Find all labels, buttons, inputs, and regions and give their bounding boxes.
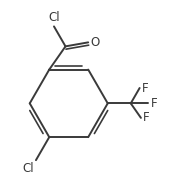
Text: F: F bbox=[143, 111, 150, 124]
Text: Cl: Cl bbox=[22, 162, 34, 175]
Text: F: F bbox=[142, 81, 148, 94]
Text: F: F bbox=[151, 97, 157, 110]
Text: Cl: Cl bbox=[48, 11, 60, 24]
Text: O: O bbox=[91, 36, 100, 49]
